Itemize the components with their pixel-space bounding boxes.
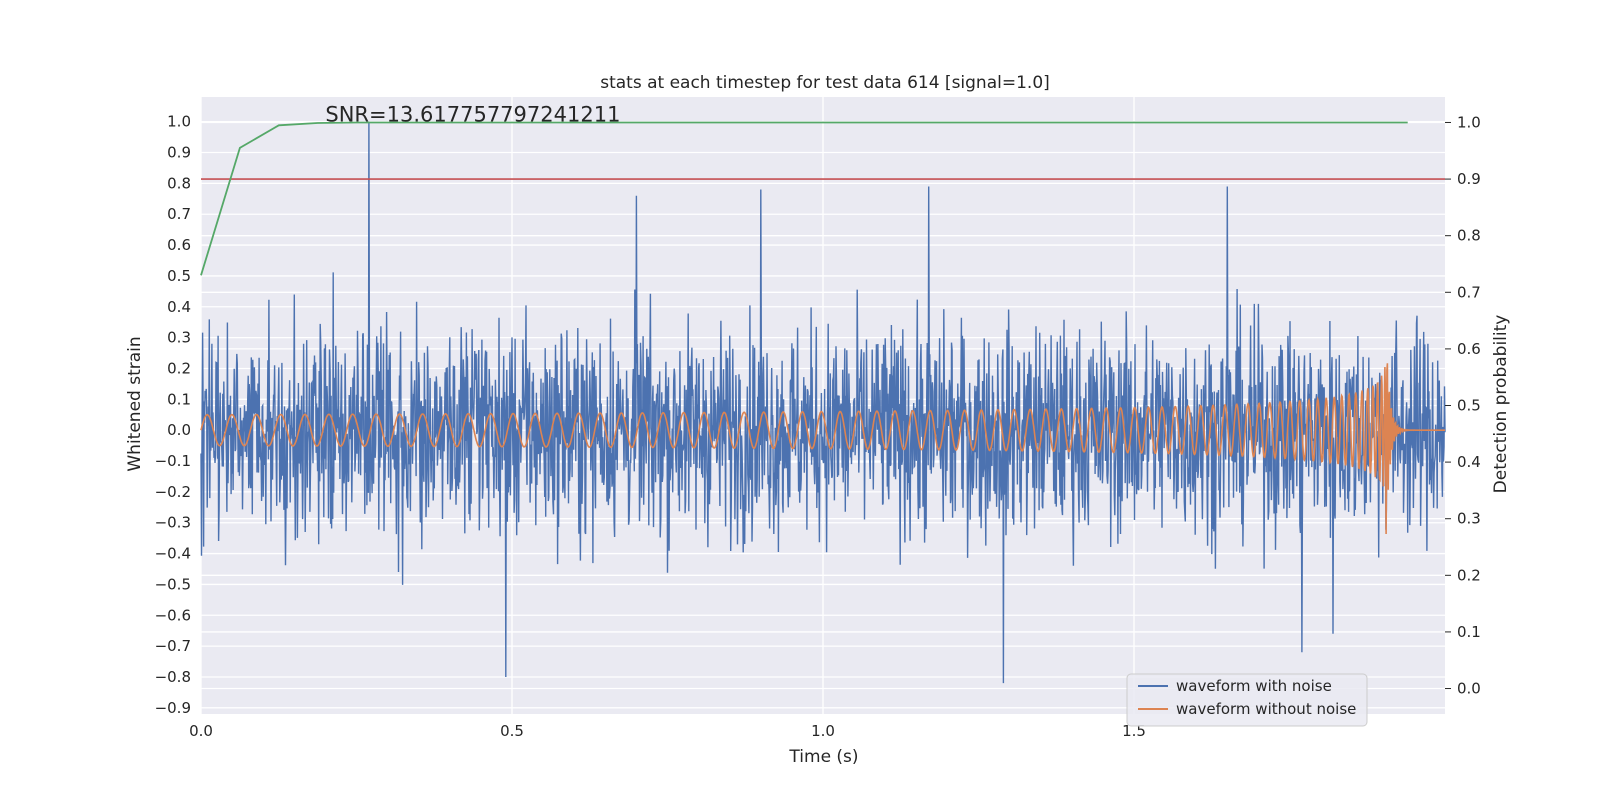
y2-tick-label: 0.1 <box>1457 623 1481 641</box>
y2-tick-label: 0.9 <box>1457 170 1481 188</box>
y2-tick-label: 0.7 <box>1457 283 1481 301</box>
y2-tick-label: 1.0 <box>1457 113 1481 131</box>
y-tick-label: 0.4 <box>167 298 191 316</box>
y-tick-label: −0.4 <box>155 545 191 563</box>
series-line-waveform-with-noise <box>200 121 1446 684</box>
snr-annotation: SNR=13.617757797241211 <box>325 103 620 127</box>
y-tick-label: 0.3 <box>167 329 191 347</box>
legend-box <box>1126 673 1368 727</box>
x-tick-label: 0.0 <box>189 722 213 740</box>
y2-tick-label: 0.5 <box>1457 397 1481 415</box>
y-tick-label: 0.8 <box>167 174 191 192</box>
y-tick-label: −0.2 <box>155 483 191 501</box>
y2-tick-label: 0.2 <box>1457 566 1481 584</box>
right-axis-ticks: 0.0 0.1 0.2 0.3 0.4 0.5 0.6 0.7 0.8 0.9 1.0 <box>1445 113 1481 698</box>
y-tick-label: −0.9 <box>155 699 191 717</box>
y2-tick-label: 0.4 <box>1457 453 1481 471</box>
y-tick-label: 0.1 <box>167 390 191 408</box>
y-tick-label: −0.8 <box>155 668 191 686</box>
series-line-waveform-without-noise <box>200 363 1445 535</box>
y2-tick-label: 0.3 <box>1457 510 1481 528</box>
y-tick-label: 0.9 <box>167 144 191 162</box>
x-axis-label: Time (s) <box>788 747 858 767</box>
y2-tick-label: 0.6 <box>1457 340 1481 358</box>
legend: waveform with noise waveform without noi… <box>1126 673 1368 727</box>
series-line-detection-probability <box>200 121 1408 276</box>
legend-label-clean: waveform without noise <box>1176 700 1356 718</box>
x-tick-label: 0.5 <box>500 722 524 740</box>
y-tick-label: −0.5 <box>155 575 191 593</box>
grid-lines <box>200 97 1445 714</box>
y2-tick-label: 0.0 <box>1457 680 1481 698</box>
y-tick-label: 1.0 <box>167 113 191 131</box>
legend-label-noise: waveform with noise <box>1176 677 1332 695</box>
y-tick-label: 0.2 <box>167 359 191 377</box>
y-tick-label: 0.6 <box>167 236 191 254</box>
y-axis-label: Whitened strain <box>125 336 145 471</box>
series-layer <box>200 121 1446 684</box>
y-tick-label: 0.0 <box>167 421 191 439</box>
y-tick-label: −0.1 <box>155 452 191 470</box>
y-tick-label: 0.7 <box>167 205 191 223</box>
chart-title: stats at each timestep for test data 614… <box>600 73 1050 93</box>
y-tick-label: −0.7 <box>155 637 191 655</box>
y-tick-label: −0.3 <box>155 514 191 532</box>
y2-axis-label: Detection probability <box>1491 315 1511 494</box>
left-axis-ticks: −0.9 −0.8 −0.7 −0.6 −0.5 −0.4 −0.3 −0.2 −0.1 0.0 0… <box>155 113 191 717</box>
y-tick-label: 0.5 <box>167 267 191 285</box>
x-tick-label: 1.0 <box>811 722 835 740</box>
y-tick-label: −0.6 <box>155 606 191 624</box>
y2-tick-label: 0.8 <box>1457 227 1481 245</box>
